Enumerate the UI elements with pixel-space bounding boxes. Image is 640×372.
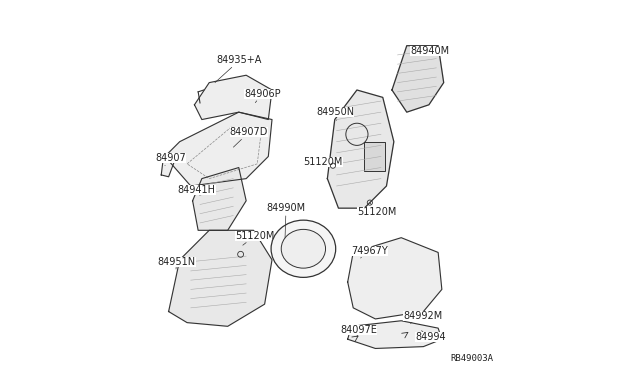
Text: 84940M: 84940M <box>410 46 449 56</box>
Text: 84906P: 84906P <box>244 89 281 103</box>
Text: 84907D: 84907D <box>230 128 268 147</box>
Polygon shape <box>392 46 444 112</box>
Text: 84935+A: 84935+A <box>215 55 262 83</box>
FancyBboxPatch shape <box>364 142 385 171</box>
Polygon shape <box>348 238 442 319</box>
Text: 74967Y: 74967Y <box>351 246 388 258</box>
Text: RB49003A: RB49003A <box>451 354 493 363</box>
Polygon shape <box>328 90 394 208</box>
Polygon shape <box>193 167 246 230</box>
Text: 51120M: 51120M <box>235 231 275 245</box>
Polygon shape <box>161 155 174 177</box>
Polygon shape <box>348 321 442 349</box>
Text: 84941H: 84941H <box>178 185 216 195</box>
Text: 84907: 84907 <box>156 153 186 166</box>
Polygon shape <box>165 112 272 186</box>
Text: 84990M: 84990M <box>266 203 305 238</box>
Text: 84994: 84994 <box>415 331 446 341</box>
Polygon shape <box>195 75 272 119</box>
Text: 84951N: 84951N <box>157 257 196 269</box>
Polygon shape <box>168 230 272 326</box>
Ellipse shape <box>271 220 336 278</box>
Text: 84097E: 84097E <box>340 325 377 337</box>
Text: 51120M: 51120M <box>357 203 396 217</box>
Text: 84950N: 84950N <box>316 107 355 121</box>
Ellipse shape <box>281 230 326 268</box>
Text: 51120M: 51120M <box>303 157 343 167</box>
Text: 84992M: 84992M <box>403 311 442 323</box>
